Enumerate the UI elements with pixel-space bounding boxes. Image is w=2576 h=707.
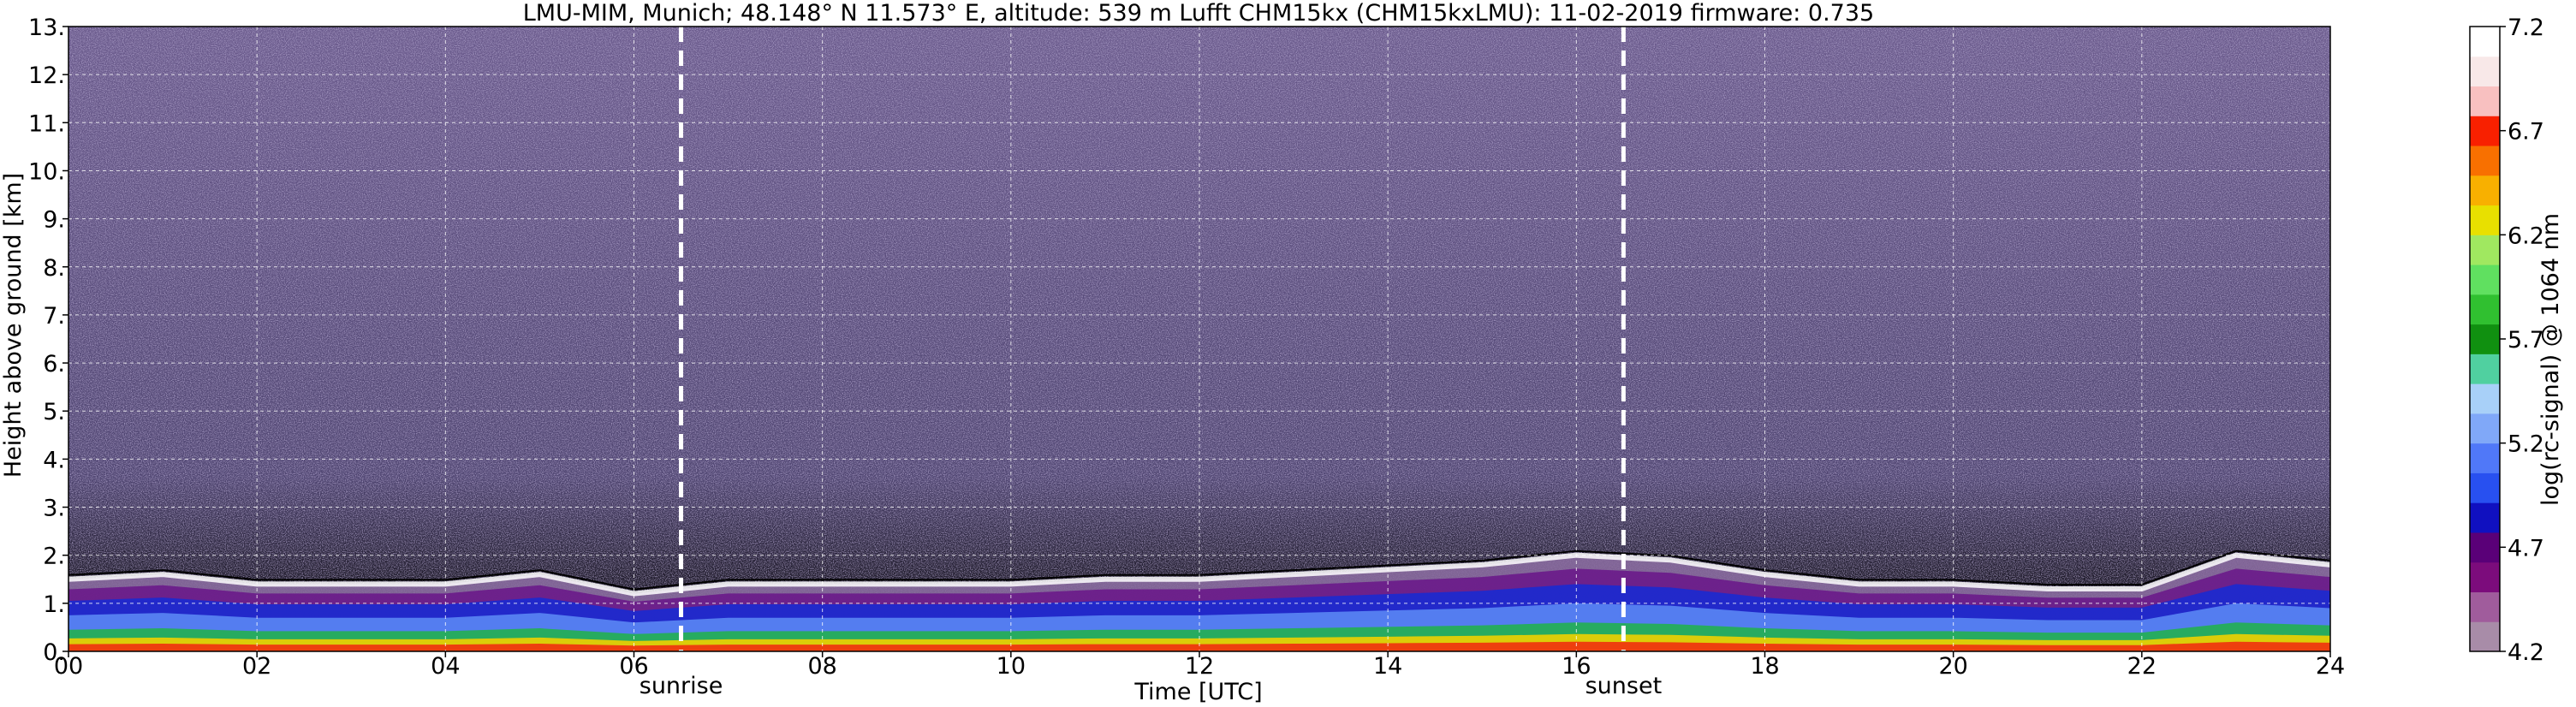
signal-noise bbox=[68, 27, 2330, 651]
x-axis-label: Time [UTC] bbox=[1133, 679, 1262, 705]
y-tick-label: 9. bbox=[43, 207, 65, 234]
colorbar-segment bbox=[2470, 621, 2500, 652]
y-tick-label: 11. bbox=[28, 110, 65, 137]
x-tick-label: 02 bbox=[242, 653, 271, 680]
grid bbox=[68, 27, 2330, 651]
y-tick-label: 4. bbox=[43, 447, 65, 473]
colorbar-tick-label: 5.2 bbox=[2508, 431, 2544, 458]
colorbar-segment bbox=[2470, 383, 2500, 414]
colorbar-label: log(rc-signal) @ 1064 nm bbox=[2537, 213, 2564, 506]
colorbar-segment bbox=[2470, 502, 2500, 533]
x-tick-label: 24 bbox=[2316, 653, 2345, 680]
sun-events bbox=[679, 27, 1626, 651]
y-tick-label: 12. bbox=[28, 62, 65, 89]
colorbar-segment bbox=[2470, 86, 2500, 116]
colorbar: 4.2 4.7 5.2 5.7 6.2 6.7 7.2 bbox=[2469, 15, 2544, 666]
x-tick-label: 04 bbox=[431, 653, 460, 680]
sunrise-label: sunrise bbox=[640, 673, 723, 699]
colorbar-tick-label: 4.2 bbox=[2508, 639, 2544, 666]
y-tick-label: 6. bbox=[43, 351, 65, 377]
x-tick-label: 08 bbox=[807, 653, 836, 680]
y-axis: 0. 1. 2. 3. 4. 5. 6. 7. 8. 9. 10. 11. 12. 13. bbox=[28, 15, 68, 666]
colorbar-segment bbox=[2470, 175, 2500, 206]
plot-area bbox=[68, 27, 2330, 651]
colorbar-segment bbox=[2470, 56, 2500, 87]
colorbar-segment bbox=[2470, 472, 2500, 503]
y-tick-label: 1. bbox=[43, 591, 65, 618]
colorbar-segment bbox=[2470, 146, 2500, 176]
colorbar-segment bbox=[2470, 116, 2500, 146]
x-tick-label: 22 bbox=[2127, 653, 2157, 680]
colorbar-segment bbox=[2470, 205, 2500, 235]
colorbar-segment bbox=[2470, 354, 2500, 384]
x-tick-label: 12 bbox=[1185, 653, 1214, 680]
colorbar-segment bbox=[2470, 294, 2500, 325]
y-tick-label: 2. bbox=[43, 544, 65, 570]
colorbar-segment bbox=[2470, 264, 2500, 295]
chart-title: LMU-MIM, Munich; 48.148° N 11.573° E, al… bbox=[523, 0, 1874, 27]
x-tick-label: 14 bbox=[1373, 653, 1402, 680]
colorbar-segment bbox=[2470, 561, 2500, 592]
x-tick-label: 00 bbox=[54, 653, 83, 680]
y-tick-label: 3. bbox=[43, 496, 65, 522]
colorbar-tick-label: 4.7 bbox=[2508, 535, 2544, 561]
colorbar-segment bbox=[2470, 443, 2500, 473]
x-tick-label: 20 bbox=[1938, 653, 1967, 680]
colorbar-segment bbox=[2470, 235, 2500, 265]
colorbar-segment bbox=[2470, 591, 2500, 622]
colorbar-tick-label: 6.7 bbox=[2508, 119, 2544, 146]
x-tick-label: 10 bbox=[996, 653, 1026, 680]
y-tick-label: 10. bbox=[28, 158, 65, 185]
sun-event-labels: sunrise sunset bbox=[640, 673, 1662, 699]
colorbar-tick-label: 6.2 bbox=[2508, 223, 2544, 249]
x-tick-label: 18 bbox=[1750, 653, 1779, 680]
colorbar-segment bbox=[2470, 324, 2500, 354]
colorbar-segment bbox=[2470, 27, 2500, 57]
y-tick-label: 13. bbox=[28, 15, 65, 41]
sunset-label: sunset bbox=[1585, 673, 1663, 699]
y-tick-label: 5. bbox=[43, 399, 65, 425]
y-axis-label: Height above ground [km] bbox=[0, 173, 27, 478]
y-tick-label: 0. bbox=[43, 639, 65, 666]
colorbar-tick-label: 7.2 bbox=[2508, 15, 2544, 41]
x-axis: 00 02 04 06 08 10 12 14 16 18 20 22 24 bbox=[54, 651, 2345, 680]
colorbar-segment bbox=[2470, 532, 2500, 563]
x-tick-label: 16 bbox=[1562, 653, 1591, 680]
y-tick-label: 8. bbox=[43, 255, 65, 282]
x-tick-label: 06 bbox=[619, 653, 648, 680]
y-tick-label: 7. bbox=[43, 303, 65, 330]
colorbar-segment bbox=[2470, 413, 2500, 444]
colorbar-tick-label: 5.7 bbox=[2508, 327, 2544, 354]
